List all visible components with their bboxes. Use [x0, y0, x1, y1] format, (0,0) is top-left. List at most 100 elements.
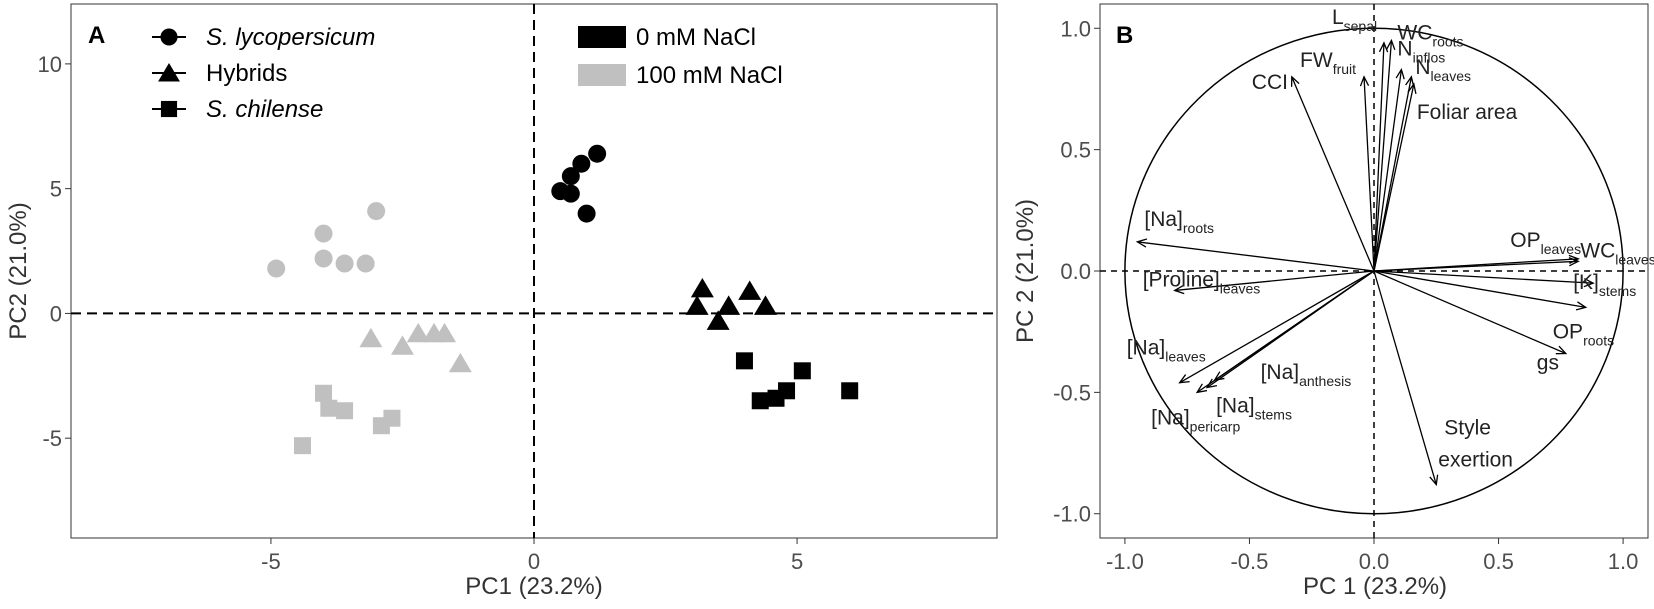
data-point-square [793, 362, 811, 380]
legend-label: S. chilense [206, 96, 323, 123]
panel-b-y-tick-label: -1.0 [1053, 502, 1091, 527]
loading-label: OProots [1553, 320, 1614, 348]
panel-b-x-tick-label: -0.5 [1230, 549, 1268, 574]
data-point-triangle [685, 295, 709, 315]
panel-b-arrows [1135, 38, 1595, 487]
loading-arrowhead [1178, 374, 1190, 384]
data-point-square [841, 382, 859, 400]
panel-b-x-tick-label: 0.5 [1483, 549, 1514, 574]
correlation-circle [1124, 27, 1624, 515]
data-point-circle [561, 184, 580, 203]
legend-key-circle [160, 28, 178, 46]
loading-arrowhead [1395, 67, 1405, 80]
loading-arrow [1373, 42, 1385, 272]
panel-b-y-tick-label: 1.0 [1060, 16, 1091, 41]
panel-a-x-tick-label: 0 [528, 549, 540, 574]
loading-arrow [1373, 76, 1413, 272]
loading-arrowhead [1359, 75, 1370, 87]
data-point-circle [588, 144, 607, 163]
panel-a-y-tick-label: 0 [50, 301, 62, 326]
data-point-circle [572, 154, 591, 173]
data-point-triangle [754, 295, 777, 315]
data-point-circle [314, 249, 333, 268]
loading-arrowhead [1555, 345, 1568, 355]
loading-label: Ninflos [1397, 38, 1445, 66]
loading-label: Lsepal [1332, 6, 1377, 34]
panel-b-y-tick-label: -0.5 [1053, 380, 1091, 405]
loading-arrow [1373, 40, 1393, 272]
loading-arrowhead [1429, 474, 1439, 487]
loading-arrowhead [1213, 371, 1225, 382]
data-point-square [336, 402, 354, 420]
panel-a-points [267, 144, 859, 455]
data-point-circle [335, 254, 354, 273]
loading-label: OPleaves [1510, 229, 1581, 257]
panel-b-x-tick-label: -1.0 [1106, 549, 1144, 574]
legend-key-triangle [158, 63, 180, 82]
data-point-square [320, 399, 338, 417]
loading-label: WCroots [1397, 21, 1463, 49]
loading-arrowhead [1195, 383, 1208, 394]
panel-a: -5 0 5 -5 0 5 10 S. lycopersicum Hybrids S. chil… [5, 3, 998, 600]
panel-a-y-tick-label: -5 [42, 426, 62, 451]
loading-arrow [1373, 83, 1415, 272]
loading-arrowhead [1575, 301, 1588, 311]
data-point-square [383, 409, 401, 427]
loading-label: [K]stems [1573, 271, 1636, 299]
loading-label: [Na]leaves [1127, 337, 1206, 365]
loading-label: [Na]pericarp [1151, 406, 1240, 434]
panel-b-letter: B [1116, 22, 1133, 49]
loading-label: gs [1537, 352, 1559, 375]
loading-label: Nleaves [1415, 56, 1471, 84]
data-point-square [315, 384, 333, 402]
panel-a-x-axis-label: PC1 (23.2%) [465, 573, 602, 600]
panel-a-axes: -5 0 5 -5 0 5 10 [38, 4, 997, 574]
data-point-triangle [359, 327, 383, 348]
loading-arrow [1373, 270, 1594, 284]
loading-label: Style exertion [1438, 417, 1513, 472]
legend-label: 100 mM NaCl [636, 62, 783, 89]
panel-a-y-tick-label: 5 [50, 177, 62, 202]
panel-a-x-tick-label: 5 [791, 549, 803, 574]
data-point-square [778, 382, 796, 400]
panel-b-y-axis-label: PC 2 (21.0%) [1012, 199, 1039, 343]
loading-arrow [1363, 76, 1375, 272]
loading-arrow [1373, 260, 1579, 272]
legend-swatch [578, 64, 626, 86]
loading-arrow [1179, 270, 1375, 384]
panel-b-x-axis-label: PC 1 (23.2%) [1303, 573, 1447, 600]
panel-b-y-tick-label: 0.0 [1060, 259, 1091, 284]
panel-a-x-tick-label: -5 [261, 549, 281, 574]
loading-label: FWfruit [1300, 49, 1356, 77]
panel-b-x-tick-label: 1.0 [1608, 549, 1639, 574]
panel-b: -1.0 -0.5 0.0 0.5 1.0 -1.0 -0.5 0.0 0.5 1.0 CCI FW… [1012, 3, 1654, 600]
loading-label: [Na]stems [1216, 395, 1292, 423]
loading-arrow [1174, 270, 1375, 292]
panel-a-letter: A [88, 22, 105, 49]
data-point-square [735, 352, 753, 370]
legend-swatch [578, 26, 626, 48]
loading-arrowhead [1405, 75, 1415, 87]
panel-a-y-tick-label: 10 [38, 52, 62, 77]
loading-arrowhead [1135, 238, 1148, 248]
loading-arrowhead [1407, 82, 1417, 95]
legend-key-square [160, 100, 178, 118]
data-point-circle [367, 202, 386, 221]
loading-arrow [1137, 241, 1375, 272]
loading-arrowhead [1205, 378, 1218, 389]
loading-label: [Proline]leaves [1143, 268, 1261, 296]
panel-a-legend: S. lycopersicum Hybrids S. chilense 0 mM Na… [152, 24, 783, 123]
data-point-triangle [690, 277, 714, 298]
loading-label: [Na]anthesis [1261, 361, 1352, 389]
loading-arrow [1373, 270, 1567, 355]
data-point-circle [561, 167, 580, 186]
data-point-circle [577, 204, 596, 223]
loading-arrowhead [1568, 257, 1580, 267]
legend-label: 0 mM NaCl [636, 24, 756, 51]
loading-label: Foliar area [1417, 101, 1518, 124]
data-point-square [294, 437, 311, 455]
data-point-triangle [390, 335, 414, 355]
data-point-circle [267, 259, 286, 278]
loading-arrowhead [1583, 277, 1595, 288]
